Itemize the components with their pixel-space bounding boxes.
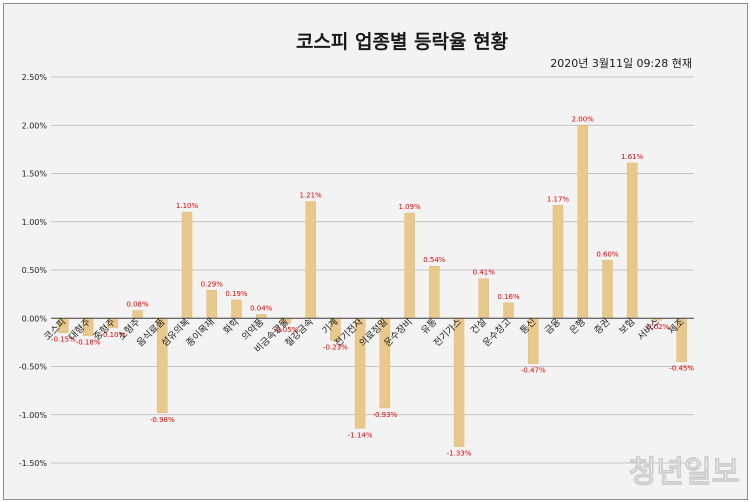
data-label: -0.23%: [323, 343, 348, 351]
data-label: 0.19%: [225, 290, 248, 298]
data-label: -0.18%: [76, 339, 101, 347]
bar: [626, 162, 638, 319]
data-label: 0.29%: [201, 280, 224, 288]
data-label: -0.98%: [150, 416, 175, 424]
watermark-logo: 청년일보: [629, 455, 739, 490]
data-label: -0.15%: [51, 336, 76, 344]
category-label: 운수창고: [481, 316, 514, 349]
y-tick-label: -1.00%: [19, 411, 48, 420]
chart-frame: 코스피 업종별 등락율 현황 2020년 3월11일 09:28 현재 2.50…: [3, 3, 748, 500]
data-label: 1.17%: [547, 195, 570, 203]
bar: [429, 265, 440, 319]
data-label: 1.09%: [398, 203, 421, 211]
category-label: 은행: [567, 316, 588, 337]
y-tick-label: -0.50%: [19, 363, 48, 372]
category-label: 건설: [469, 317, 489, 337]
bar: [577, 125, 588, 319]
data-label: 0.08%: [126, 301, 149, 309]
bar: [503, 302, 514, 319]
data-labels: -0.15% -0.18%-0.10%0.08%-0.98%1.10%0.29%0…: [51, 115, 694, 457]
bar: [181, 211, 193, 319]
y-tick-label: 0.00%: [22, 314, 48, 323]
y-tick-label: -1.50%: [19, 459, 48, 468]
bar: [552, 205, 564, 319]
data-label: 1.10%: [176, 202, 199, 210]
data-label: 0.04%: [250, 304, 273, 312]
y-tick-label: 2.00%: [22, 121, 48, 130]
chart-title: 코스피 업종별 등락율 현황: [296, 30, 509, 53]
data-label: 1.61%: [621, 153, 644, 161]
y-tick-label: 2.50%: [22, 73, 48, 82]
y-axis-ticks: 2.50% 2.00% 1.50% 1.00% 0.50% 0.00% -0.50% -1.0…: [19, 73, 48, 468]
y-tick-label: 1.50%: [22, 170, 48, 179]
bar: [602, 260, 613, 319]
bar-chart: 코스피 업종별 등락율 현황 2020년 3월11일 09:28 현재 2.50…: [19, 30, 740, 490]
data-label: -0.47%: [521, 367, 546, 375]
data-label: 0.60%: [596, 250, 619, 258]
y-tick-label: 1.00%: [22, 218, 48, 227]
data-label: 0.54%: [423, 256, 446, 264]
category-label: 보험: [617, 317, 637, 337]
y-tick-label: 0.50%: [22, 266, 48, 275]
data-label: -0.05%: [274, 326, 299, 334]
category-label: 화학: [221, 316, 241, 336]
bar: [206, 290, 217, 319]
bars: [58, 125, 687, 447]
data-label: -0.02%: [645, 323, 670, 331]
data-label: 2.00%: [572, 115, 595, 123]
data-label: -0.93%: [372, 411, 397, 419]
chart-subtitle: 2020년 3월11일 09:28 현재: [550, 56, 692, 70]
bar: [305, 201, 316, 319]
data-label: 0.41%: [473, 269, 496, 277]
category-label: 금융: [543, 316, 563, 336]
gridlines: [51, 76, 694, 464]
data-label: -1.33%: [447, 450, 472, 458]
data-label: -0.10%: [100, 331, 125, 339]
bar: [453, 318, 465, 447]
bar: [231, 299, 242, 319]
bar: [478, 278, 489, 319]
data-label: -0.45%: [669, 365, 694, 373]
data-label: 1.21%: [300, 191, 323, 199]
data-label: 0.16%: [497, 293, 520, 301]
category-label: 증권: [592, 316, 613, 337]
category-label: 유통: [419, 316, 439, 336]
bar: [404, 212, 415, 319]
data-label: -1.14%: [348, 431, 373, 439]
